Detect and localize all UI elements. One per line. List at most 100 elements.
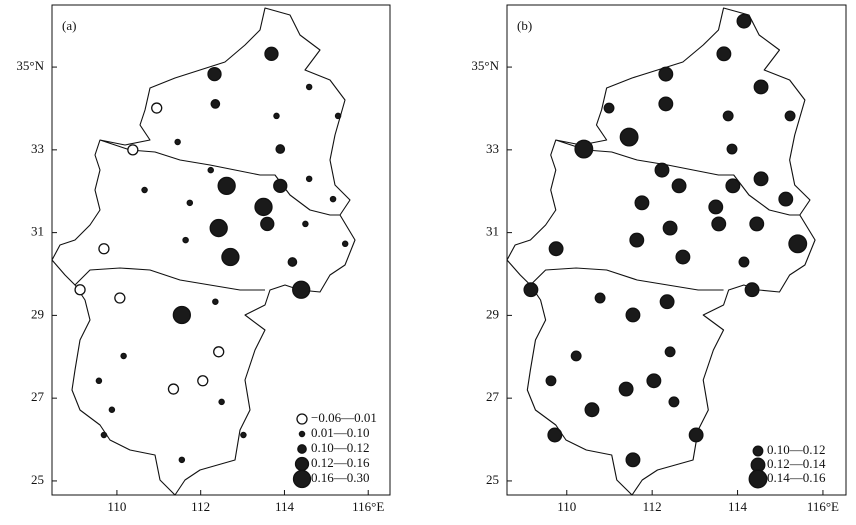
legend-marker xyxy=(296,413,308,425)
station xyxy=(172,305,191,325)
station xyxy=(736,13,752,29)
station xyxy=(127,144,139,156)
map-outline-a xyxy=(51,7,356,496)
station xyxy=(221,247,240,267)
station xyxy=(658,66,674,82)
station xyxy=(744,282,760,298)
station xyxy=(668,396,680,408)
station xyxy=(784,110,796,122)
station xyxy=(788,234,808,254)
y-tick-label: 35°N xyxy=(16,58,44,73)
x-tick-label: 116°E xyxy=(352,499,384,514)
station xyxy=(778,191,794,207)
station xyxy=(167,383,180,395)
legend-label: 0.10—0.12 xyxy=(767,442,826,457)
station xyxy=(749,216,765,232)
station xyxy=(182,236,189,244)
station xyxy=(662,220,678,236)
station xyxy=(305,175,313,183)
y-tick-label: 31 xyxy=(31,224,44,239)
x-tick-label: 110 xyxy=(557,499,576,514)
station xyxy=(74,284,86,296)
x-tick-label: 110 xyxy=(107,499,126,514)
panel-label: (b) xyxy=(517,18,532,33)
station xyxy=(634,195,650,211)
y-tick-label: 29 xyxy=(31,306,44,321)
legend-marker xyxy=(752,445,764,457)
station xyxy=(671,178,687,194)
legend-label: 0.14—0.16 xyxy=(767,470,826,485)
station xyxy=(207,166,214,174)
station xyxy=(302,220,309,228)
legend-label: 0.12—0.16 xyxy=(311,455,370,470)
station xyxy=(240,431,247,439)
station xyxy=(725,178,741,194)
station xyxy=(209,218,228,238)
station xyxy=(574,139,594,159)
station xyxy=(675,249,691,265)
station xyxy=(625,307,641,323)
station xyxy=(547,427,563,443)
station xyxy=(334,112,342,120)
station xyxy=(114,292,126,304)
station xyxy=(341,240,349,248)
x-tick-label: 116°E xyxy=(807,499,839,514)
station xyxy=(629,232,645,248)
legend-label: −0.06—0.01 xyxy=(311,410,377,425)
station xyxy=(619,127,639,147)
y-tick-label: 35°N xyxy=(471,58,499,73)
station xyxy=(207,66,222,82)
station xyxy=(197,375,209,387)
y-tick-label: 25 xyxy=(486,472,499,487)
station xyxy=(659,294,675,310)
station xyxy=(260,216,275,232)
station xyxy=(658,96,674,112)
station xyxy=(305,83,313,91)
station xyxy=(688,427,704,443)
station xyxy=(141,186,148,194)
station xyxy=(570,350,582,362)
station xyxy=(95,377,103,385)
y-tick-label: 29 xyxy=(486,306,499,321)
station xyxy=(186,199,194,207)
x-tick-label: 114 xyxy=(728,499,748,514)
plot-frame xyxy=(506,4,847,496)
station xyxy=(584,402,600,418)
legend-marker xyxy=(294,456,310,472)
station xyxy=(218,398,225,406)
plot-frame xyxy=(51,4,391,496)
x-tick-label: 114 xyxy=(275,499,295,514)
station xyxy=(646,373,662,389)
station xyxy=(273,112,280,120)
station xyxy=(738,256,750,268)
legend-marker xyxy=(292,469,312,489)
station xyxy=(753,79,769,95)
station xyxy=(254,197,273,217)
station xyxy=(213,346,225,358)
station xyxy=(120,352,127,360)
station xyxy=(151,102,163,114)
y-tick-label: 27 xyxy=(31,389,45,404)
legend-label: 0.12—0.14 xyxy=(767,456,826,471)
station xyxy=(287,257,298,267)
station xyxy=(329,195,337,203)
station xyxy=(98,243,110,255)
station xyxy=(711,216,727,232)
legend-marker xyxy=(298,430,306,438)
station xyxy=(210,99,221,109)
station xyxy=(275,144,286,154)
station xyxy=(726,143,738,155)
station xyxy=(292,280,311,299)
x-tick-label: 112 xyxy=(643,499,662,514)
station xyxy=(603,102,615,114)
station xyxy=(174,138,181,146)
station xyxy=(594,292,606,304)
station xyxy=(217,176,236,196)
station xyxy=(545,375,557,387)
station xyxy=(625,452,641,468)
station xyxy=(708,199,724,215)
station xyxy=(618,381,634,397)
legend-label: 0.01—0.10 xyxy=(311,425,370,440)
panel-label: (a) xyxy=(62,18,76,33)
